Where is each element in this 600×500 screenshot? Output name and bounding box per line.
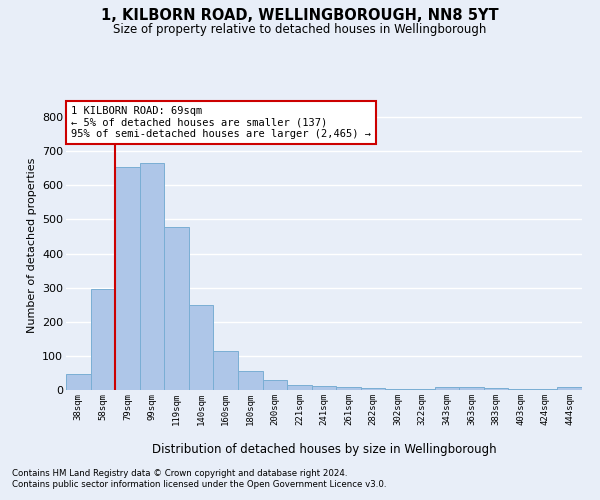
Bar <box>263 380 287 390</box>
Bar <box>115 167 140 390</box>
Bar <box>361 388 385 390</box>
Bar <box>385 388 410 390</box>
Bar <box>484 388 508 390</box>
Text: Size of property relative to detached houses in Wellingborough: Size of property relative to detached ho… <box>113 22 487 36</box>
Bar <box>164 227 189 390</box>
Text: 1, KILBORN ROAD, WELLINGBOROUGH, NN8 5YT: 1, KILBORN ROAD, WELLINGBOROUGH, NN8 5YT <box>101 8 499 22</box>
Bar <box>557 388 582 390</box>
Bar <box>287 385 312 390</box>
Bar <box>238 371 263 390</box>
Bar <box>410 388 434 390</box>
Bar <box>508 389 533 390</box>
Text: Distribution of detached houses by size in Wellingborough: Distribution of detached houses by size … <box>152 442 496 456</box>
Text: 1 KILBORN ROAD: 69sqm
← 5% of detached houses are smaller (137)
95% of semi-deta: 1 KILBORN ROAD: 69sqm ← 5% of detached h… <box>71 106 371 139</box>
Bar <box>189 304 214 390</box>
Bar <box>312 386 336 390</box>
Bar <box>214 352 238 390</box>
Bar <box>140 163 164 390</box>
Text: Contains public sector information licensed under the Open Government Licence v3: Contains public sector information licen… <box>12 480 386 489</box>
Bar <box>459 388 484 390</box>
Bar <box>91 290 115 390</box>
Bar <box>336 386 361 390</box>
Y-axis label: Number of detached properties: Number of detached properties <box>26 158 37 332</box>
Bar <box>66 374 91 390</box>
Bar <box>434 386 459 390</box>
Text: Contains HM Land Registry data © Crown copyright and database right 2024.: Contains HM Land Registry data © Crown c… <box>12 468 347 477</box>
